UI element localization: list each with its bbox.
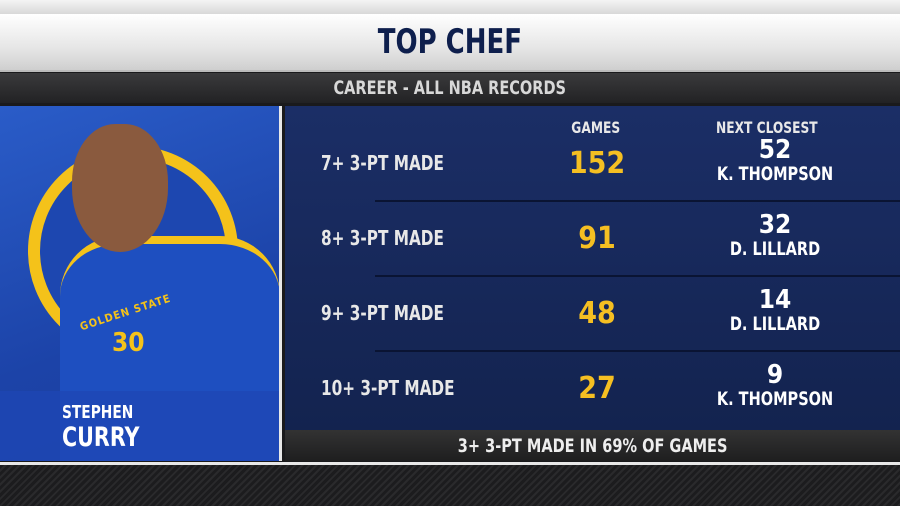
table-row: 10+ 3-PT MADE 27 9 K. THOMPSON — [285, 351, 900, 426]
player-last-name: CURRY — [62, 422, 140, 453]
next-closest-value: 32 — [758, 210, 792, 240]
title-bar: TOP CHEF — [0, 14, 900, 72]
stats-panel: GAMES NEXT CLOSEST 7+ 3-PT MADE 152 52 K.… — [285, 106, 900, 430]
next-closest-player: D. LILLARD — [729, 313, 821, 335]
row-label: 7+ 3-PT MADE — [321, 151, 444, 175]
row-label: 9+ 3-PT MADE — [321, 301, 444, 325]
footer-bar: 3+ 3-PT MADE IN 69% OF GAMES — [285, 430, 900, 461]
row-divider — [375, 350, 900, 352]
table-row: 9+ 3-PT MADE 48 14 D. LILLARD — [285, 276, 900, 351]
column-header-games: GAMES — [571, 118, 621, 137]
graphic-title: TOP CHEF — [377, 22, 523, 62]
top-strip — [0, 0, 900, 14]
next-closest-player: D. LILLARD — [729, 238, 821, 260]
player-photo: GOLDEN STATE 30 STEPHEN CURRY — [0, 106, 282, 461]
row-divider — [375, 275, 900, 277]
jersey-number: 30 — [112, 328, 145, 358]
background-pattern — [0, 462, 900, 506]
row-divider — [375, 200, 900, 202]
column-header-next-closest: NEXT CLOSEST — [715, 118, 818, 137]
next-closest-value: 52 — [758, 135, 792, 165]
next-closest-value: 9 — [766, 360, 784, 390]
name-plate — [0, 391, 279, 461]
table-row: 7+ 3-PT MADE 152 52 K. THOMPSON — [285, 126, 900, 201]
next-closest-player: K. THOMPSON — [716, 388, 834, 410]
games-value: 48 — [578, 296, 616, 331]
games-value: 91 — [578, 221, 616, 256]
row-label: 10+ 3-PT MADE — [321, 376, 455, 400]
row-label: 8+ 3-PT MADE — [321, 226, 444, 250]
footer-stat: 3+ 3-PT MADE IN 69% OF GAMES — [457, 434, 728, 457]
subtitle-bar: CAREER - ALL NBA RECORDS — [0, 73, 900, 103]
table-row: 8+ 3-PT MADE 91 32 D. LILLARD — [285, 201, 900, 276]
graphic-subtitle: CAREER - ALL NBA RECORDS — [333, 77, 567, 99]
games-value: 152 — [568, 146, 626, 181]
player-first-name: STEPHEN — [62, 402, 134, 423]
next-closest-player: K. THOMPSON — [716, 163, 834, 185]
next-closest-value: 14 — [758, 285, 792, 315]
games-value: 27 — [578, 371, 616, 406]
player-head — [72, 124, 168, 252]
